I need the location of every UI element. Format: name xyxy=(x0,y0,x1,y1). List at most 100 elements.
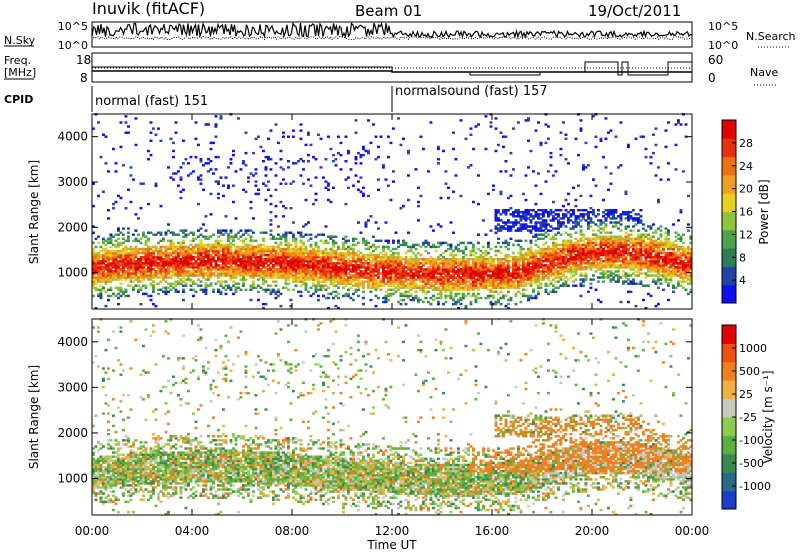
heatmap-cell xyxy=(557,219,560,222)
heatmap-cell xyxy=(534,274,538,277)
heatmap-cell xyxy=(469,300,473,304)
heatmap-cell xyxy=(389,284,393,287)
heatmap-cell xyxy=(387,184,390,187)
heatmap-cell xyxy=(577,223,580,226)
heatmap-cell xyxy=(249,298,253,302)
heatmap-cell xyxy=(529,258,533,261)
heatmap-cell xyxy=(617,249,620,253)
heatmap-cell xyxy=(569,255,573,259)
heatmap-cell xyxy=(522,192,525,196)
heatmap-cell xyxy=(514,221,518,224)
heatmap-cell xyxy=(592,262,595,265)
heatmap-cell xyxy=(407,284,410,287)
heatmap-cell xyxy=(402,294,405,298)
heatmap-cell xyxy=(509,282,513,285)
heatmap-cell xyxy=(164,251,168,255)
heatmap-cell xyxy=(137,266,140,269)
heatmap-cell xyxy=(364,272,368,275)
heatmap-cell xyxy=(584,219,588,222)
heatmap-cell xyxy=(449,260,453,263)
heatmap-cell xyxy=(397,288,400,292)
heatmap-cell xyxy=(354,258,358,261)
heatmap-cell xyxy=(537,209,540,212)
heatmap-cell xyxy=(329,255,333,259)
heatmap-cell xyxy=(172,282,175,285)
heatmap-cell xyxy=(274,215,278,218)
heatmap-cell xyxy=(354,276,358,279)
heatmap-cell xyxy=(369,278,373,281)
heatmap-cell xyxy=(407,290,410,294)
heatmap-cell xyxy=(312,270,315,273)
heatmap-cell xyxy=(177,270,180,273)
heatmap-cell xyxy=(384,255,388,259)
heatmap-cell xyxy=(94,237,98,241)
heatmap-cell xyxy=(612,253,615,257)
heatmap-cell xyxy=(219,272,223,275)
heatmap-cell xyxy=(97,280,100,283)
heatmap-cell xyxy=(122,233,125,236)
heatmap-cell xyxy=(582,217,585,220)
heatmap-cell xyxy=(574,262,578,265)
heatmap-cell xyxy=(297,272,300,275)
heatmap-cell xyxy=(517,290,520,294)
heatmap-cell xyxy=(532,251,535,255)
heatmap-cell xyxy=(162,290,165,294)
heatmap-cell xyxy=(512,223,515,226)
heatmap-cell xyxy=(537,290,540,294)
heatmap-cell xyxy=(342,260,345,263)
heatmap-cell xyxy=(289,276,293,279)
heatmap-cell xyxy=(419,284,423,287)
heatmap-cell xyxy=(374,239,378,243)
heatmap-cell xyxy=(549,251,553,255)
heatmap-cell xyxy=(279,237,283,241)
heatmap-cell xyxy=(434,262,438,265)
heatmap-cell xyxy=(354,268,358,271)
heatmap-cell xyxy=(342,286,345,290)
heatmap-cell xyxy=(99,296,103,300)
heatmap-cell xyxy=(357,268,360,271)
heatmap-cell xyxy=(369,262,373,265)
heatmap-cell xyxy=(147,276,150,279)
heatmap-cell xyxy=(162,251,165,255)
heatmap-cell xyxy=(172,231,175,234)
heatmap-cell xyxy=(114,260,118,263)
heatmap-cell xyxy=(512,264,515,267)
heatmap-cell xyxy=(154,276,158,279)
heatmap-cell xyxy=(184,264,188,267)
heatmap-cell xyxy=(459,288,463,292)
heatmap-cell xyxy=(132,264,135,267)
heatmap-cell xyxy=(307,131,310,134)
heatmap-cell xyxy=(197,258,200,261)
heatmap-cell xyxy=(229,278,233,281)
heatmap-cell xyxy=(529,225,533,228)
heatmap-cell xyxy=(142,268,145,271)
heatmap-cell xyxy=(412,276,415,279)
heatmap-cell xyxy=(564,262,568,265)
heatmap-cell xyxy=(569,241,573,245)
heatmap-cell xyxy=(257,272,260,275)
heatmap-cell xyxy=(224,247,228,251)
heatmap-cell xyxy=(592,247,595,251)
heatmap-cell xyxy=(494,219,498,222)
heatmap-cell xyxy=(387,284,390,287)
heatmap-cell xyxy=(539,262,543,265)
heatmap-cell xyxy=(327,268,330,271)
heatmap-cell xyxy=(527,225,530,228)
heatmap-cell xyxy=(427,274,430,277)
heatmap-cell xyxy=(344,241,348,245)
heatmap-cell xyxy=(454,302,458,306)
heatmap-cell xyxy=(127,255,130,259)
heatmap-cell xyxy=(597,280,600,283)
heatmap-cell xyxy=(549,264,553,267)
heatmap-cell xyxy=(147,202,150,206)
heatmap-cell xyxy=(99,290,103,294)
heatmap-cell xyxy=(124,131,128,134)
heatmap-cell xyxy=(332,153,335,157)
heatmap-cell xyxy=(552,217,555,220)
heatmap-cell xyxy=(474,278,478,281)
heatmap-cell xyxy=(219,284,223,287)
heatmap-cell xyxy=(542,253,545,257)
heatmap-cell xyxy=(229,266,233,269)
heatmap-cell xyxy=(249,243,253,247)
heatmap-cell xyxy=(604,249,608,253)
